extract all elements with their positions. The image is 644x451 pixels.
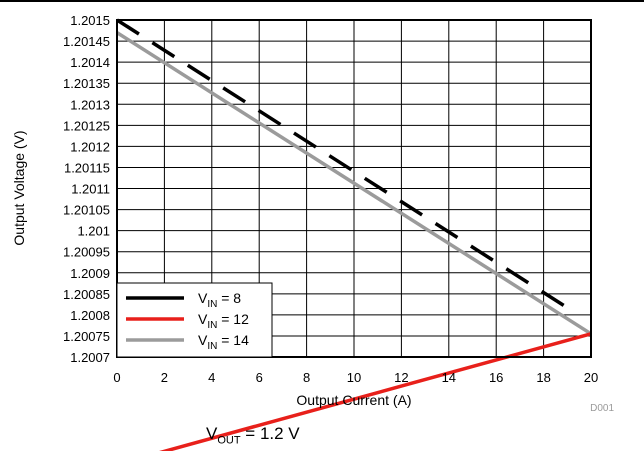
y-tick-label-16: 1.2015 xyxy=(70,13,110,28)
x-tick-label-1: 2 xyxy=(161,370,168,385)
x-tick-label-3: 6 xyxy=(256,370,263,385)
y-tick-label-13: 1.20135 xyxy=(63,76,110,91)
caption-sub: OUT xyxy=(217,434,241,447)
chart-id: D001 xyxy=(590,403,614,414)
y-tick-label-2: 1.2008 xyxy=(70,308,110,323)
x-tick-label-7: 14 xyxy=(442,370,456,385)
x-tick-label-5: 10 xyxy=(347,370,361,385)
y-tick-label-5: 1.20095 xyxy=(63,245,110,260)
legend-label-2: VIN = 14 xyxy=(198,332,249,352)
x-tick-label-4: 8 xyxy=(303,370,310,385)
caption-rest: = 1.2 V xyxy=(240,424,300,443)
y-tick-label-1: 1.20075 xyxy=(63,329,110,344)
x-tick-label-0: 0 xyxy=(113,370,120,385)
legend-label-1: VIN = 12 xyxy=(198,311,249,331)
y-tick-label-11: 1.20125 xyxy=(63,118,110,133)
x-tick-label-8: 16 xyxy=(489,370,503,385)
y-tick-label-9: 1.20115 xyxy=(64,160,110,175)
y-tick-label-14: 1.2014 xyxy=(70,55,110,70)
y-tick-label-6: 1.201 xyxy=(77,224,110,239)
x-tick-label-9: 18 xyxy=(536,370,550,385)
y-tick-label-10: 1.2012 xyxy=(70,139,110,154)
series-line-2 xyxy=(116,31,592,336)
caption-main: V xyxy=(206,424,218,443)
y-tick-labels: 1.2007 1.20075 1.2008 1.20085 1.2009 1.20095 1… xyxy=(63,13,110,365)
y-tick-label-12: 1.2013 xyxy=(70,97,110,112)
y-tick-label-7: 1.20105 xyxy=(63,203,110,218)
y-tick-label-15: 1.20145 xyxy=(63,34,110,49)
series-line-0 xyxy=(116,18,573,313)
x-tick-labels: 0 2 4 6 8 10 12 14 16 18 20 xyxy=(113,370,598,385)
series-line-1 xyxy=(159,332,592,451)
legend-label-0: VIN = 8 xyxy=(198,290,241,310)
plot-frame xyxy=(116,19,592,358)
y-tick-label-8: 1.2011 xyxy=(71,182,110,197)
caption: VOUT = 1.2 V xyxy=(206,424,300,446)
series-layer xyxy=(116,18,592,451)
y-tick-label-4: 1.2009 xyxy=(70,266,110,281)
x-axis-label: Output Current (A) xyxy=(296,392,411,408)
y-axis-label: Output Voltage (V) xyxy=(11,130,27,245)
x-tick-label-2: 4 xyxy=(208,370,215,385)
top-rule xyxy=(0,0,644,2)
y-tick-label-0: 1.2007 xyxy=(70,350,110,365)
y-tick-label-3: 1.20085 xyxy=(63,287,110,302)
x-tick-label-6: 12 xyxy=(394,370,408,385)
x-tick-label-10: 20 xyxy=(584,370,598,385)
